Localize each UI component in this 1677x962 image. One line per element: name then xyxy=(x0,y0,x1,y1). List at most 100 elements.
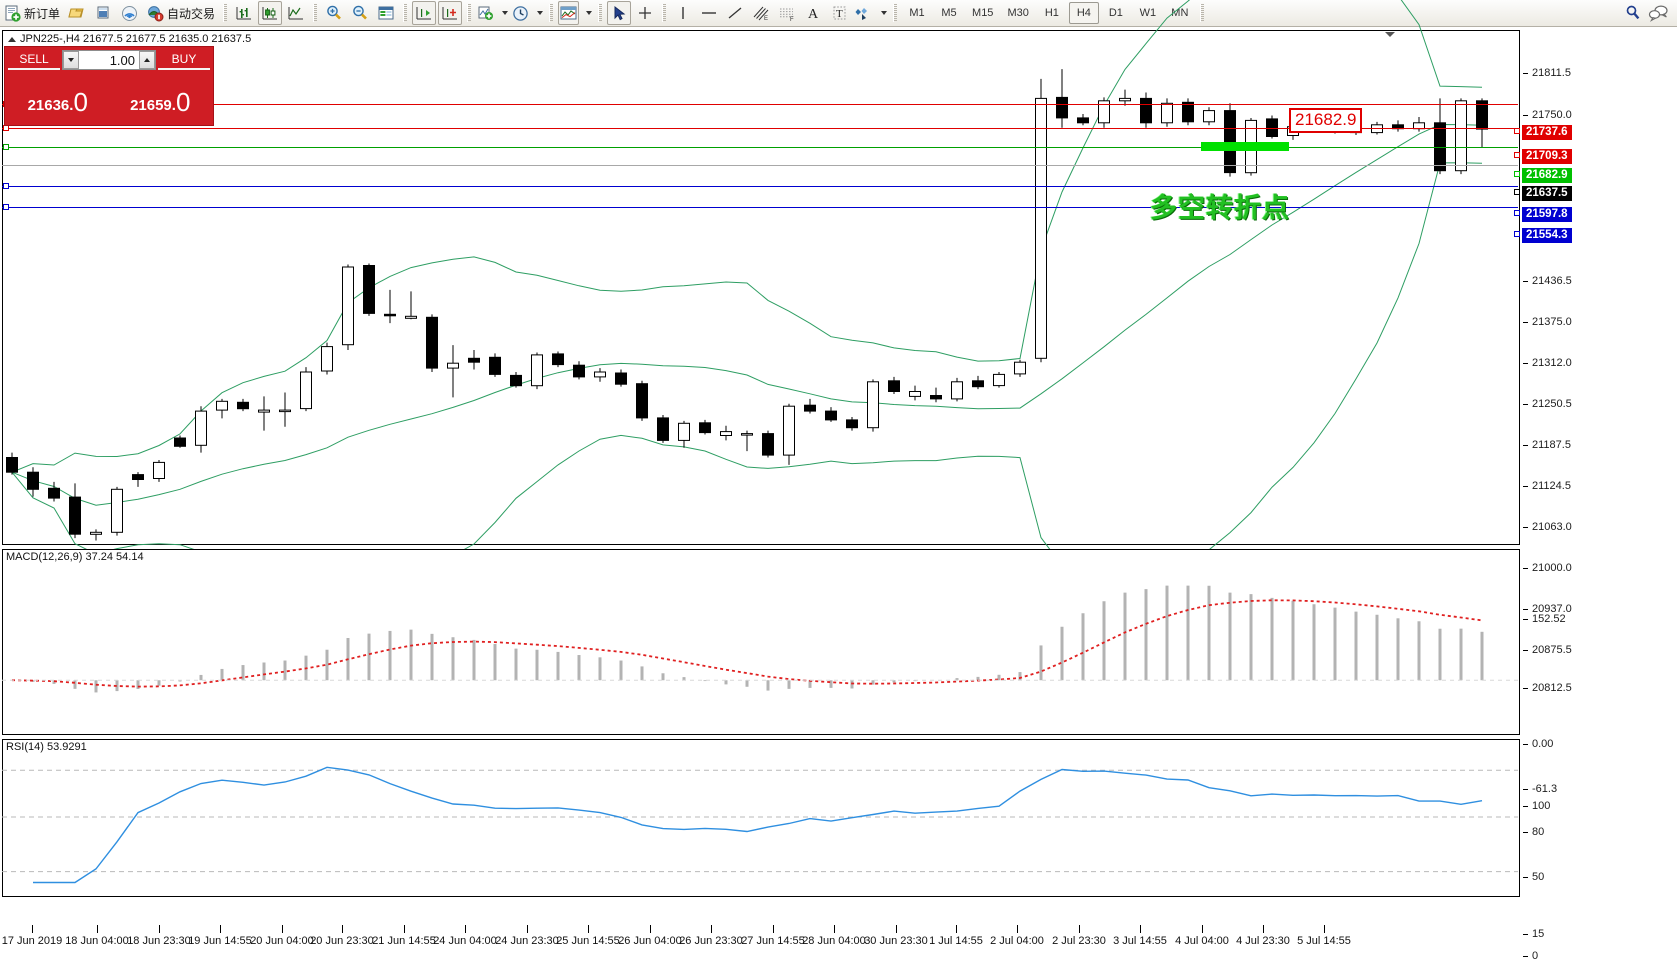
price-axis-badge-blue-level-5-handle[interactable] xyxy=(1514,231,1520,237)
candle-68 xyxy=(1434,98,1446,175)
new-order-button[interactable]: 新订单 xyxy=(1,1,63,25)
price-axis-badge-green-level-2-handle[interactable] xyxy=(1514,171,1520,177)
add-indicator-dropdown[interactable] xyxy=(497,1,509,25)
candle-body xyxy=(384,313,396,317)
price-axis-badge-green-level-2[interactable]: 21682.9 xyxy=(1522,168,1572,183)
add-indicator-button[interactable] xyxy=(476,1,495,25)
macd-pane[interactable]: MACD(12,26,9) 37.24 54.14 xyxy=(2,549,1520,735)
collapse-chart-icon[interactable] xyxy=(1385,32,1395,37)
timeframe-label: M15 xyxy=(972,7,994,19)
period-dropdown[interactable] xyxy=(532,1,544,25)
buy-price-display[interactable]: 21659 . 0 xyxy=(111,73,211,118)
trendline-button[interactable] xyxy=(723,1,747,25)
sell-price-display[interactable]: 21636 . 0 xyxy=(8,73,108,118)
candle-56 xyxy=(1182,98,1194,126)
sell-button[interactable]: SELL xyxy=(8,50,60,70)
timeframe-label: M1 xyxy=(909,7,925,19)
price-axis-badge-last-price-3[interactable]: 21637.5 xyxy=(1522,186,1572,201)
timeframe-m5[interactable]: M5 xyxy=(934,2,964,24)
zoom-in-button[interactable] xyxy=(322,1,346,25)
candle-55 xyxy=(1161,98,1173,127)
rsi-chart-canvas[interactable] xyxy=(2,739,1518,895)
price-axis-badge-red-level-1-handle[interactable] xyxy=(1514,152,1520,158)
price-axis-badge-blue-level-4-handle[interactable] xyxy=(1514,210,1520,216)
level-line-21597[interactable] xyxy=(2,186,1518,187)
candle-body xyxy=(1098,100,1110,124)
search-button[interactable] xyxy=(1621,1,1645,25)
period-button[interactable] xyxy=(511,1,530,25)
price-axis-badge-red-level-0[interactable]: 21737.6 xyxy=(1522,125,1572,140)
macd-chart-canvas[interactable] xyxy=(2,549,1518,733)
chat-button[interactable] xyxy=(1647,1,1671,25)
buy-button[interactable]: BUY xyxy=(158,50,210,70)
chart-shift-button[interactable] xyxy=(412,1,437,25)
templates-dropdown[interactable] xyxy=(581,1,593,25)
text-label-button[interactable]: A xyxy=(801,1,825,25)
level-line-21554[interactable] xyxy=(2,207,1518,208)
price-axis-badge-red-level-0-handle[interactable] xyxy=(1514,128,1520,134)
candle-25 xyxy=(531,352,543,390)
data-window-button[interactable] xyxy=(374,1,398,25)
level-line-21737[interactable] xyxy=(2,104,1518,105)
timeframe-m15[interactable]: M15 xyxy=(966,2,999,24)
equidistant-channel-button[interactable]: E xyxy=(749,1,773,25)
rsi-pane[interactable]: RSI(14) 53.9291 xyxy=(2,739,1520,897)
price-axis-badge-blue-level-5[interactable]: 21554.3 xyxy=(1522,228,1572,243)
cursor-button[interactable] xyxy=(607,1,632,25)
price-axis-badge-red-level-1[interactable]: 21709.3 xyxy=(1522,149,1572,164)
network-status-button[interactable] xyxy=(117,1,141,25)
price-axis[interactable]: 21811.521750.021624.021499.521436.521375… xyxy=(1514,27,1677,962)
price-axis-badge-blue-level-4[interactable]: 21597.8 xyxy=(1522,207,1572,222)
candle-body xyxy=(867,381,879,429)
price-chart-canvas[interactable] xyxy=(2,0,1518,592)
shapes-button[interactable] xyxy=(853,1,874,25)
crosshair-button[interactable] xyxy=(633,1,657,25)
templates-button[interactable] xyxy=(558,1,580,25)
candle-57 xyxy=(1203,107,1215,126)
volume-decrease-button[interactable] xyxy=(63,51,79,69)
candle-body xyxy=(699,422,711,434)
time-axis-label-15: 1 Jul 14:55 xyxy=(929,935,983,947)
auto-scroll-button[interactable] xyxy=(438,1,463,25)
shapes-dropdown[interactable] xyxy=(876,1,888,25)
candle-body xyxy=(678,422,690,441)
print-preview-button[interactable] xyxy=(91,1,115,25)
timeframe-m30[interactable]: M30 xyxy=(1001,2,1034,24)
level-handle-21682[interactable] xyxy=(3,144,9,150)
timeframe-d1[interactable]: D1 xyxy=(1101,2,1131,24)
level-line-21682[interactable] xyxy=(2,147,1518,148)
volume-input[interactable]: 1.00 xyxy=(79,51,139,69)
price-pane[interactable]: 21682.9 多空转折点 JPN225-,H4 21677.5 21677.5… xyxy=(2,0,1520,592)
timeframe-m1[interactable]: M1 xyxy=(902,2,932,24)
svg-text:F: F xyxy=(790,17,794,23)
level-line-21709[interactable] xyxy=(2,128,1518,129)
timeframe-h1[interactable]: H1 xyxy=(1037,2,1067,24)
autotrading-button[interactable]: 自动交易 xyxy=(143,1,218,25)
resistance-zone-marker[interactable] xyxy=(1201,142,1289,151)
line-chart-button[interactable] xyxy=(284,1,308,25)
bar-chart-button[interactable] xyxy=(232,1,256,25)
timeframe-h4[interactable]: H4 xyxy=(1068,2,1099,24)
fibonacci-button[interactable]: F xyxy=(775,1,799,25)
candle-body xyxy=(531,354,543,387)
candle-14 xyxy=(300,367,312,412)
timeframe-w1[interactable]: W1 xyxy=(1133,2,1163,24)
vertical-line-button[interactable] xyxy=(671,1,695,25)
level-handle-21554[interactable] xyxy=(3,204,9,210)
price-tag-label[interactable]: 21682.9 xyxy=(1289,108,1363,133)
text-box-button[interactable]: T xyxy=(827,1,851,25)
horizontal-line-button[interactable] xyxy=(697,1,721,25)
volume-stepper[interactable]: 1.00 xyxy=(62,50,156,70)
folder-button[interactable] xyxy=(65,1,89,25)
candlestick-chart-button[interactable] xyxy=(258,1,283,25)
price-axis-badge-last-price-3-handle[interactable] xyxy=(1514,189,1520,195)
level-handle-21597[interactable] xyxy=(3,183,9,189)
candle-18 xyxy=(384,289,396,324)
zoom-out-button[interactable] xyxy=(348,1,372,25)
timeframe-mn[interactable]: MN xyxy=(1165,2,1195,24)
volume-increase-button[interactable] xyxy=(139,51,155,69)
time-axis[interactable]: 17 Jun 2019 18 Jun 04:00 18 Jun 23:30 19 Ju… xyxy=(2,925,1520,953)
chart-annotation-text[interactable]: 多空转折点 xyxy=(1150,186,1290,225)
one-click-trading-panel[interactable]: SELL 1.00 BUY 21636 . 0 21659 xyxy=(4,46,214,126)
